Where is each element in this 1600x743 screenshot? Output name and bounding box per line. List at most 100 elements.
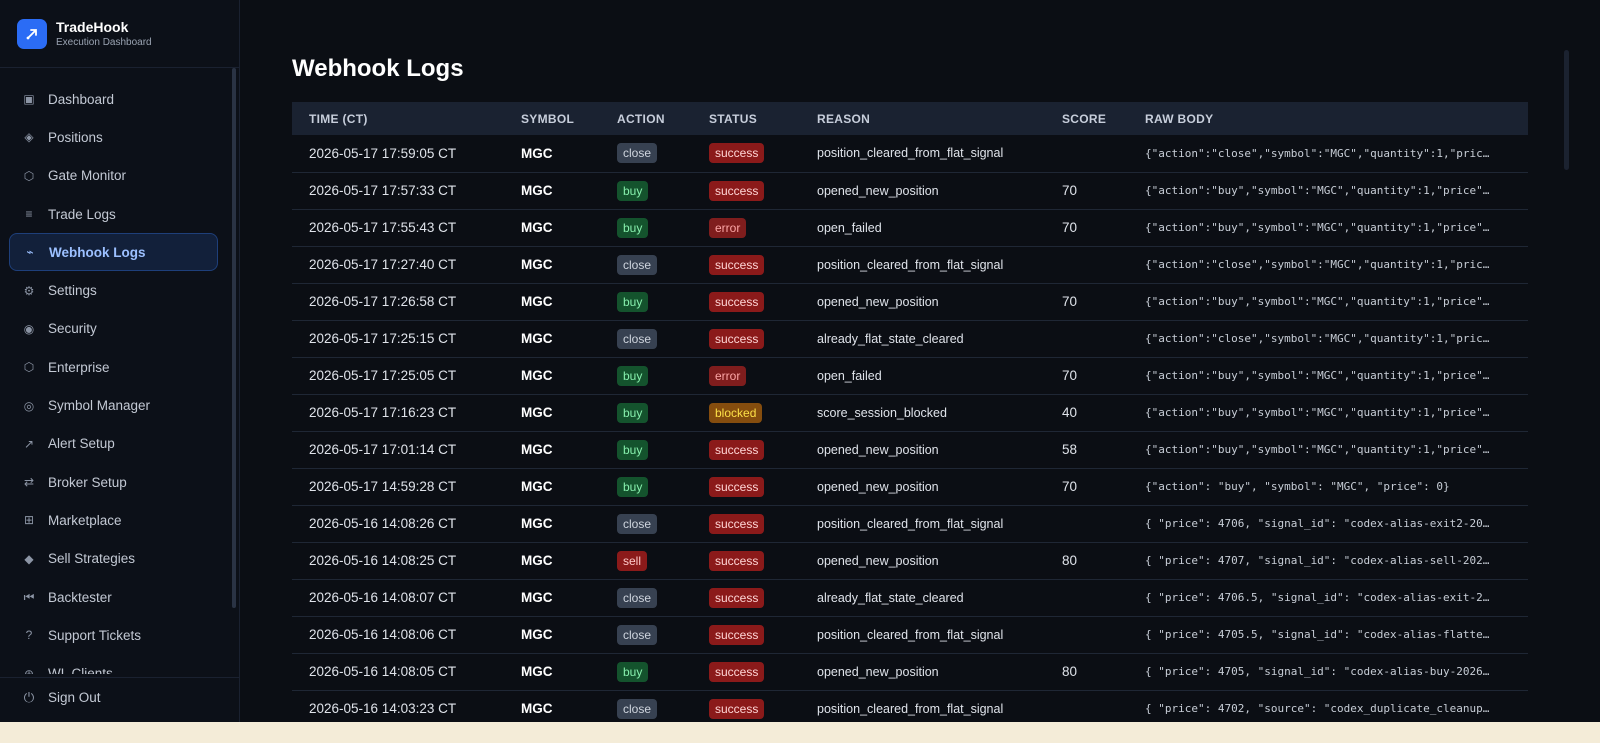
sign-out-button[interactable]: ⏻ Sign Out [0,677,240,717]
action-cell: close [600,505,692,542]
table-row[interactable]: 2026-05-17 17:27:40 CT MGC close success pos… [292,246,1528,283]
symbol-cell: MGC [521,553,553,568]
header-time[interactable]: TIME (CT) [309,111,368,126]
time-cell: 2026-05-17 17:27:40 CT [309,257,457,272]
header-status[interactable]: STATUS [709,111,758,126]
sidebar-item-broker-setup[interactable]: ⇄ Broker Setup [0,463,232,501]
table-row[interactable]: 2026-05-17 17:25:15 CT MGC close success alr… [292,320,1528,357]
sidebar-item-dashboard[interactable]: ▣ Dashboard [0,80,232,118]
sidebar-item-alert-setup[interactable]: ↗ Alert Setup [0,425,232,463]
score-cell: 80 [1062,664,1078,679]
table-row[interactable]: 2026-05-17 17:25:05 CT MGC buy error open_fa… [292,357,1528,394]
table-row[interactable]: 2026-05-17 14:59:28 CT MGC buy success opene… [292,468,1528,505]
page-title: Webhook Logs [292,55,464,82]
score-cell [1045,505,1128,542]
sidebar-item-symbol-manager[interactable]: ◎ Symbol Manager [0,386,232,424]
action-badge: close [617,624,658,645]
sidebar-item-support-tickets[interactable]: ? Support Tickets [0,616,232,654]
list-icon: ≡ [25,207,33,222]
time-cell: 2026-05-17 17:26:58 CT [309,294,457,309]
brand[interactable]: TradeHook Execution Dashboard [0,0,239,68]
time-cell: 2026-05-17 14:59:28 CT [309,479,457,494]
symbol-cell: MGC [521,145,553,161]
reason-cell: score_session_blocked [817,405,947,420]
table-row[interactable]: 2026-05-16 14:08:25 CT MGC sell success open… [292,542,1528,579]
rewind-icon: ⏮ [23,589,35,604]
symbol-cell: MGC [521,257,553,272]
status-cell: success [692,690,800,727]
status-cell: success [692,616,800,653]
target-icon: ◎ [23,398,35,413]
table-row[interactable]: 2026-05-16 14:08:06 CT MGC close success pos… [292,616,1528,653]
sidebar-item-sell-strategies[interactable]: ◆ Sell Strategies [0,540,232,578]
symbol-cell: MGC [521,590,553,605]
sidebar-scrollbar[interactable] [232,68,236,608]
status-badge: success [709,328,765,349]
reason-cell: open_failed [817,368,882,383]
sidebar-item-label: Trade Logs [48,206,116,222]
table-row[interactable]: 2026-05-17 17:59:05 CT MGC close success pos… [292,135,1528,172]
sidebar-item-security[interactable]: ◉ Security [0,310,232,348]
arrow-icon: ↗ [23,436,35,451]
table-row[interactable]: 2026-05-17 17:16:23 CT MGC buy blocked score… [292,394,1528,431]
table-row[interactable]: 2026-05-17 17:55:43 CT MGC buy error open_fa… [292,209,1528,246]
time-cell: 2026-05-17 17:59:05 CT [309,145,457,161]
reason-cell: position_cleared_from_flat_signal [817,627,1004,642]
reason-cell: opened_new_position [817,553,939,568]
table-row[interactable]: 2026-05-16 14:08:05 CT MGC buy success opene… [292,653,1528,690]
header-raw-body[interactable]: RAW BODY [1145,111,1214,126]
webhook-icon: ⌁ [26,245,34,260]
grid-four-icon: ⊞ [23,513,35,528]
reason-cell: position_cleared_from_flat_signal [817,516,1004,531]
page-scrollbar[interactable] [1563,0,1600,720]
action-cell: buy [600,431,692,468]
reason-cell: already_flat_state_cleared [817,590,964,605]
sidebar-item-positions[interactable]: ◈ Positions [0,118,232,156]
sidebar-item-settings[interactable]: ⚙ Settings [0,271,232,309]
action-badge: buy [617,365,649,386]
status-badge: success [709,254,765,275]
sidebar-item-gate-monitor[interactable]: ⬡ Gate Monitor [0,157,232,195]
score-cell: 70 [1062,368,1078,383]
status-cell: success [692,542,800,579]
header-reason[interactable]: REASON [817,111,871,126]
sidebar-item-backtester[interactable]: ⏮ Backtester [0,578,232,616]
bottom-strip [0,722,1600,743]
score-cell [1045,616,1128,653]
status-badge: success [709,291,765,312]
raw-body-cell: { "price": 4706.5, "signal_id": "codex-a… [1145,591,1490,604]
status-badge: success [709,439,765,460]
action-cell: close [600,690,692,727]
sidebar-nav: ▣ Dashboard ◈ Positions ⬡ Gate Monitor ≡ Trade … [0,80,232,674]
action-badge: buy [617,402,649,423]
sidebar-item-wl-clients[interactable]: ⊕ WL Clients [0,654,232,674]
table-row[interactable]: 2026-05-17 17:57:33 CT MGC buy success opene… [292,172,1528,209]
action-cell: close [600,135,692,172]
action-cell: close [600,579,692,616]
table-row[interactable]: 2026-05-16 14:08:26 CT MGC close success pos… [292,505,1528,542]
sidebar-item-webhook-logs[interactable]: ⌁ Webhook Logs [9,233,218,272]
table-row[interactable]: 2026-05-16 14:08:07 CT MGC close success alr… [292,579,1528,616]
action-badge: sell [617,550,648,571]
action-cell: buy [600,283,692,320]
table-row[interactable]: 2026-05-17 17:26:58 CT MGC buy success opene… [292,283,1528,320]
symbol-cell: MGC [521,294,553,309]
status-badge: error [709,365,747,386]
score-cell: 58 [1062,442,1078,457]
sidebar-item-trade-logs[interactable]: ≡ Trade Logs [0,195,232,233]
header-symbol[interactable]: SYMBOL [521,111,575,126]
header-action[interactable]: ACTION [617,111,665,126]
table-row[interactable]: 2026-05-17 17:01:14 CT MGC buy success opene… [292,431,1528,468]
circle-plus-icon: ⊕ [23,666,35,674]
header-score[interactable]: SCORE [1062,111,1107,126]
sidebar-item-enterprise[interactable]: ⬡ Enterprise [0,348,232,386]
sidebar-item-label: Marketplace [48,512,122,528]
action-cell: buy [600,172,692,209]
action-badge: close [617,254,658,275]
action-cell: sell [600,542,692,579]
score-cell [1045,579,1128,616]
symbol-cell: MGC [521,220,553,235]
sidebar-item-marketplace[interactable]: ⊞ Marketplace [0,501,232,539]
reason-cell: opened_new_position [817,183,939,198]
reason-cell: opened_new_position [817,479,939,494]
